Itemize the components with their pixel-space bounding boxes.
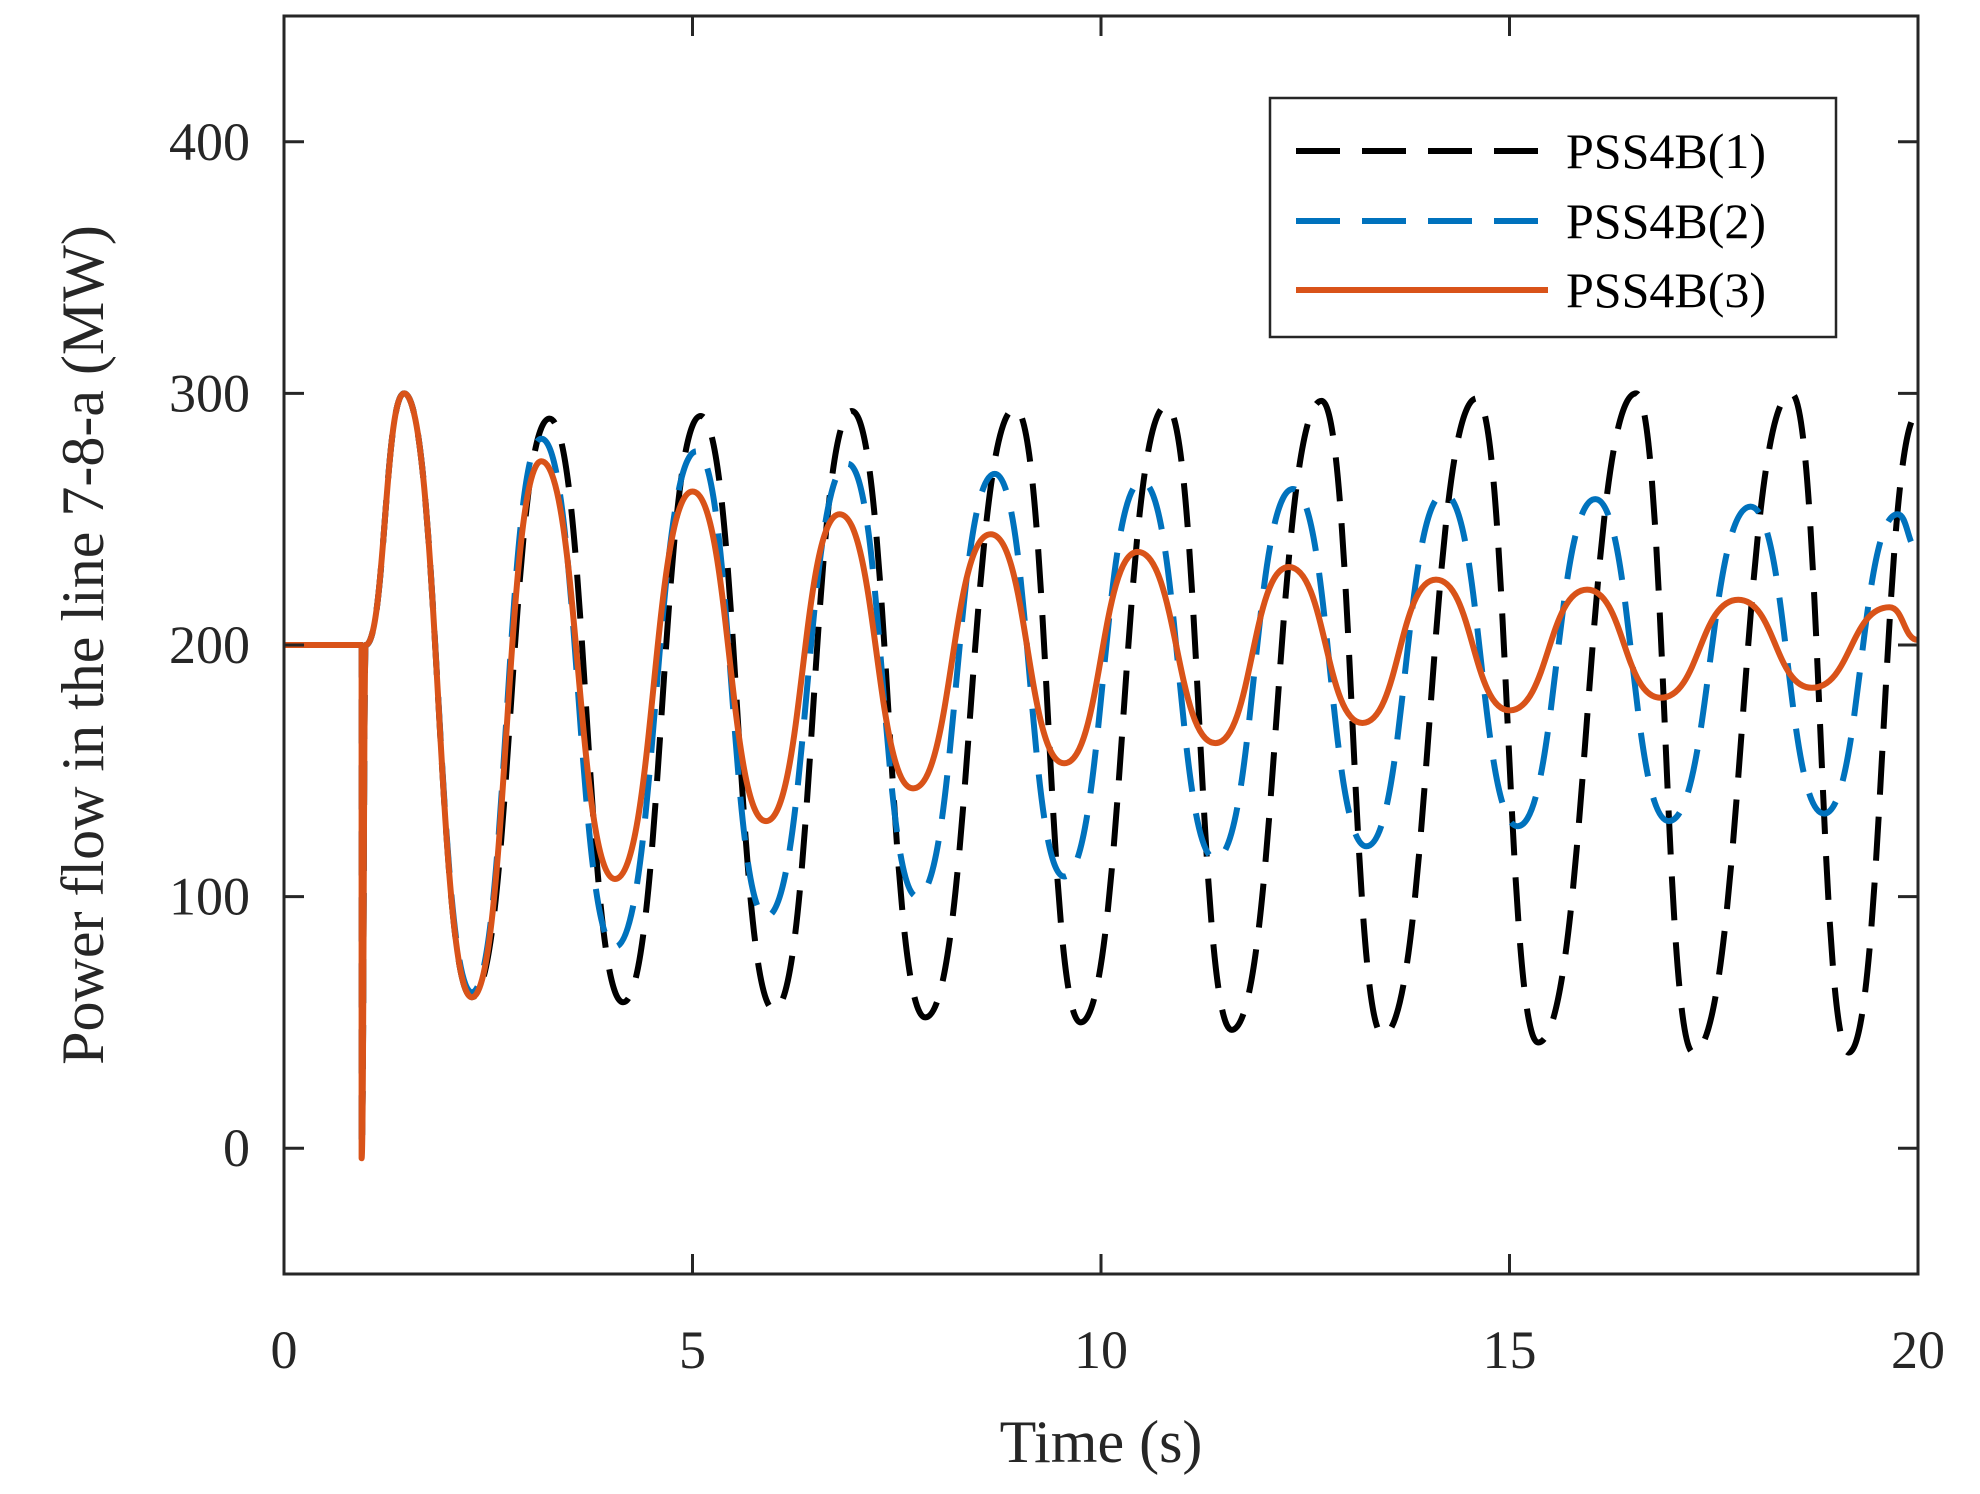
x-tick-label-1: 5	[679, 1320, 706, 1380]
series-layer	[284, 390, 1918, 1162]
x-axis-title: Time (s)	[1000, 1409, 1203, 1475]
y-tick-label-1: 100	[169, 867, 250, 927]
legend: PSS4B(1) PSS4B(2) PSS4B(3)	[1268, 96, 1838, 339]
legend-box	[1268, 96, 1838, 339]
x-tick-label-4: 20	[1891, 1320, 1945, 1380]
legend-label-pss4b-3: PSS4B(3)	[1566, 262, 1766, 318]
y-tick-label-4: 400	[169, 112, 250, 172]
y-axis-title: Power flow in the line 7-8-a (MW)	[50, 225, 116, 1065]
legend-label-pss4b-2: PSS4B(2)	[1566, 193, 1766, 249]
x-tick-label-3: 15	[1483, 1320, 1537, 1380]
series-line-pss4b-3	[284, 390, 1918, 1162]
y-tick-label-3: 300	[169, 363, 250, 423]
legend-label-pss4b-1: PSS4B(1)	[1566, 123, 1766, 179]
y-tick-label-2: 200	[169, 615, 250, 675]
series-line-pss4b-2	[284, 390, 1918, 1152]
x-tick-label-2: 10	[1074, 1320, 1128, 1380]
y-tick-label-0: 0	[223, 1118, 250, 1178]
x-tick-label-0: 0	[271, 1320, 298, 1380]
